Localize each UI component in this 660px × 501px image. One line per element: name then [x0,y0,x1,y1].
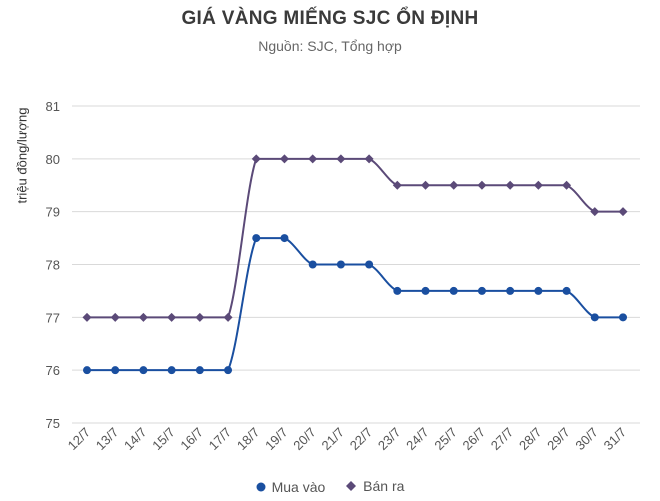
data-point [505,180,515,190]
x-tick-label: 19/7 [262,425,291,454]
x-tick-label: 26/7 [460,425,489,454]
x-tick-label: 28/7 [516,425,545,454]
line-chart: 75 76 77 78 79 80 81 12/7 13/7 14/7 15/7 16/7 17/7 18… [46,99,640,454]
x-tick-label: 27/7 [488,425,517,454]
data-point [195,366,204,375]
data-point [534,286,543,295]
x-tick-label: 22/7 [347,425,376,454]
data-point [167,312,177,322]
legend-item-buy[interactable]: Mua vào [256,479,326,495]
x-tick-label: 12/7 [65,425,94,454]
data-point [562,286,571,295]
data-point [421,286,430,295]
y-tick-label: 78 [46,258,60,273]
data-point [590,207,600,217]
data-point [392,180,402,190]
x-tick-label: 23/7 [375,425,404,454]
data-point [308,154,318,164]
data-point [618,207,628,217]
x-tick-label: 29/7 [544,425,573,454]
data-point [82,312,92,322]
data-point [111,366,120,375]
data-point [224,366,233,375]
chart-title: GIÁ VÀNG MIẾNG SJC ỔN ĐỊNH [181,8,479,29]
data-point [449,286,458,295]
legend: Mua vào Bán ra [0,478,660,495]
data-point [167,366,176,375]
data-point [365,260,374,269]
data-point [562,180,572,190]
series-line [87,157,623,319]
x-tick-label: 24/7 [403,425,432,454]
data-point [590,313,599,322]
data-point [280,234,289,243]
x-tick-label: 31/7 [601,425,630,454]
y-tick-label: 77 [46,310,60,325]
data-point [449,180,459,190]
y-tick-label: 75 [46,416,60,431]
data-point [251,154,261,164]
data-point [83,366,91,375]
data-point [279,154,289,164]
y-tick-label: 81 [46,99,60,114]
x-tick-label: 25/7 [431,425,460,454]
data-point [421,180,431,190]
data-point [619,313,627,322]
data-point [308,260,317,269]
x-tick-label: 20/7 [290,425,319,454]
data-point [477,180,487,190]
x-tick-label: 14/7 [121,425,150,454]
data-point [138,312,148,322]
x-tick-label: 13/7 [93,425,122,454]
legend-label-sell: Bán ra [363,478,405,494]
x-tick-label: 30/7 [572,425,601,454]
legend-item-sell[interactable]: Bán ra [345,478,404,494]
x-tick-label: 17/7 [206,425,235,454]
series-line [87,237,623,372]
circle-marker-icon [256,482,266,492]
y-tick-label: 76 [46,363,60,378]
y-tick-label: 80 [46,152,60,167]
data-point [336,154,346,164]
x-tick-label: 16/7 [177,425,206,454]
data-point [223,312,233,322]
x-tick-label: 15/7 [149,425,178,454]
data-point [477,286,486,295]
diamond-marker-icon [346,481,357,491]
chart-subtitle: Nguồn: SJC, Tổng hợp [258,38,402,54]
legend-label-buy: Mua vào [271,479,326,495]
data-point [252,234,261,243]
x-tick-label: 21/7 [319,425,348,454]
x-tick-label: 18/7 [234,425,263,454]
data-point [506,286,515,295]
data-point [336,260,345,269]
data-point [139,366,148,375]
y-tick-label: 79 [46,205,60,220]
data-point [364,154,374,164]
data-point [195,312,205,322]
data-point [110,312,120,322]
data-point [533,180,543,190]
data-point [393,286,402,295]
